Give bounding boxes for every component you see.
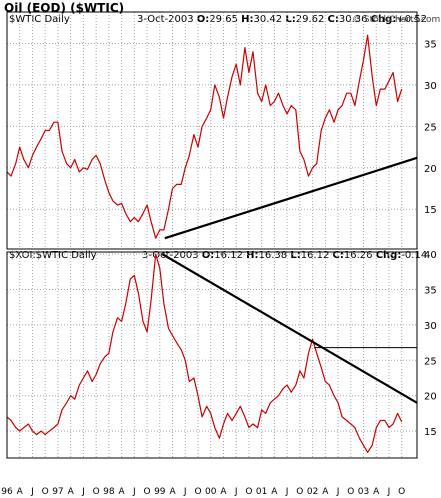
bottom-header-change: -0.14 bbox=[401, 250, 428, 261]
bottom-header-date: 3-Oct-2003 bbox=[142, 250, 199, 261]
x-tick-label-25: A bbox=[322, 487, 329, 497]
x-tick-label-0: 96 bbox=[1, 487, 13, 497]
bottom-panel-symbol: $XOI:$WTIC Daily bbox=[9, 250, 97, 261]
bottom-trendline bbox=[161, 253, 418, 404]
x-tick-label-22: J bbox=[285, 487, 289, 497]
x-tick-label-6: J bbox=[81, 487, 85, 497]
x-tick-label-26: J bbox=[336, 487, 340, 497]
x-tick-label-28: 03 bbox=[358, 487, 369, 497]
top-header-close: 30.36 bbox=[338, 14, 368, 25]
x-tick-label-14: J bbox=[183, 487, 187, 497]
bottom-ytick-label-20: 20 bbox=[424, 392, 437, 403]
top-ytick-label-35: 35 bbox=[424, 39, 437, 50]
top-trendline bbox=[164, 156, 418, 240]
x-tick-label-30: J bbox=[387, 487, 391, 497]
bottom-header-open: 16.12 bbox=[214, 250, 243, 261]
x-tick-label-7: O bbox=[93, 487, 100, 497]
top-panel-header: 3-Oct-2003 O:29.65 H:30.42 L:29.62 C:30.… bbox=[137, 14, 427, 25]
top-header-change: +0.52 bbox=[396, 14, 427, 25]
x-tick-label-16: 00 bbox=[205, 487, 217, 497]
x-tick-label-15: O bbox=[194, 487, 201, 497]
x-tick-label-9: A bbox=[119, 487, 126, 497]
top-panel-frame bbox=[6, 11, 418, 250]
bottom-header-low: 16.12 bbox=[300, 250, 330, 261]
top-panel-symbol: $WTIC Daily bbox=[9, 14, 70, 25]
bottom-header-high: 16.38 bbox=[258, 250, 288, 261]
x-tick-label-13: A bbox=[169, 487, 176, 497]
x-tick-label-2: J bbox=[30, 487, 34, 497]
x-tick-label-17: A bbox=[220, 487, 227, 497]
top-header-open: 29.65 bbox=[209, 14, 238, 25]
bottom-price-line bbox=[6, 253, 403, 453]
bottom-header-close: 16.26 bbox=[343, 250, 373, 261]
x-tick-label-18: J bbox=[234, 487, 238, 497]
bottom-ytick-label-35: 35 bbox=[424, 286, 437, 297]
x-tick-label-11: O bbox=[144, 487, 151, 497]
top-ytick-label-20: 20 bbox=[424, 164, 437, 175]
x-tick-label-19: O bbox=[245, 487, 252, 497]
x-tick-label-1: A bbox=[17, 487, 24, 497]
x-tick-label-24: 02 bbox=[307, 487, 318, 497]
top-price-line bbox=[6, 34, 403, 239]
bottom-panel-frame bbox=[6, 251, 418, 459]
bottom-ytick-label-40: 40 bbox=[424, 250, 437, 261]
x-tick-label-29: A bbox=[373, 487, 380, 497]
top-ytick-label-25: 25 bbox=[424, 122, 437, 133]
x-tick-label-12: 99 bbox=[154, 487, 166, 497]
x-tick-label-10: J bbox=[132, 487, 136, 497]
top-ytick-label-30: 30 bbox=[424, 81, 437, 92]
top-header-high: 30.42 bbox=[253, 14, 283, 25]
x-tick-label-21: A bbox=[271, 487, 278, 497]
x-tick-label-3: O bbox=[42, 487, 49, 497]
x-tick-label-27: O bbox=[347, 487, 354, 497]
x-tick-label-5: A bbox=[68, 487, 75, 497]
bottom-ytick-label-25: 25 bbox=[424, 356, 437, 367]
x-tick-label-4: 97 bbox=[52, 487, 63, 497]
x-tick-label-20: 01 bbox=[256, 487, 267, 497]
bottom-ytick-label-15: 15 bbox=[424, 427, 437, 438]
x-tick-label-31: O bbox=[398, 487, 405, 497]
top-header-date: 3-Oct-2003 bbox=[137, 14, 194, 25]
top-ytick-label-15: 15 bbox=[424, 205, 437, 216]
top-header-low: 29.62 bbox=[295, 14, 325, 25]
x-tick-label-23: O bbox=[296, 487, 303, 497]
bottom-ytick-label-30: 30 bbox=[424, 321, 437, 332]
watermark: © StockCharts.com bbox=[352, 15, 440, 25]
x-tick-label-8: 98 bbox=[103, 487, 115, 497]
